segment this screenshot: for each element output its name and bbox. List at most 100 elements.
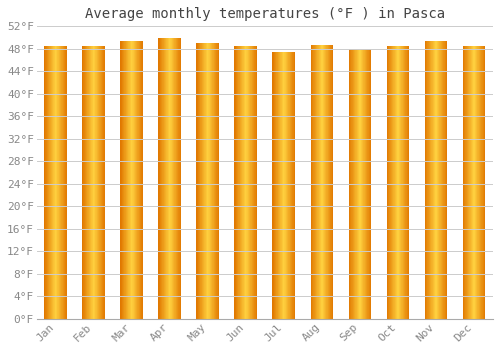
Bar <box>204 43 205 319</box>
Bar <box>166 37 167 319</box>
Bar <box>329 45 330 319</box>
Bar <box>429 41 430 319</box>
Bar <box>62 46 63 319</box>
Bar <box>401 46 402 319</box>
Bar <box>430 41 431 319</box>
Bar <box>54 46 55 319</box>
Bar <box>125 41 126 319</box>
Bar <box>472 46 473 319</box>
Bar <box>388 46 389 319</box>
Bar <box>243 46 244 319</box>
Bar <box>172 37 174 319</box>
Bar <box>290 51 291 319</box>
Bar <box>47 46 48 319</box>
Bar <box>393 46 394 319</box>
Bar <box>210 43 212 319</box>
Bar <box>61 46 62 319</box>
Bar <box>158 37 159 319</box>
Bar <box>45 46 46 319</box>
Bar <box>212 43 213 319</box>
Bar <box>323 45 324 319</box>
Bar <box>361 49 362 319</box>
Bar <box>89 46 90 319</box>
Bar <box>396 46 397 319</box>
Bar <box>436 41 437 319</box>
Bar <box>138 41 139 319</box>
Bar <box>315 45 316 319</box>
Bar <box>390 46 391 319</box>
Bar <box>168 37 170 319</box>
Bar <box>403 46 404 319</box>
Bar <box>484 46 485 319</box>
Bar <box>66 46 67 319</box>
Bar <box>273 51 274 319</box>
Bar <box>247 46 248 319</box>
Bar <box>332 45 333 319</box>
Bar <box>51 46 52 319</box>
Bar <box>52 46 53 319</box>
Bar <box>140 41 141 319</box>
Bar <box>464 46 465 319</box>
Bar <box>104 46 105 319</box>
Bar <box>432 41 433 319</box>
Bar <box>358 49 359 319</box>
Bar <box>239 46 240 319</box>
Bar <box>356 49 357 319</box>
Bar <box>426 41 427 319</box>
Bar <box>95 46 96 319</box>
Bar <box>177 37 178 319</box>
Bar <box>252 46 254 319</box>
Bar <box>355 49 356 319</box>
Bar <box>437 41 438 319</box>
Bar <box>366 49 367 319</box>
Bar <box>162 37 163 319</box>
Bar <box>216 43 217 319</box>
Bar <box>218 43 220 319</box>
Bar <box>354 49 355 319</box>
Bar <box>90 46 91 319</box>
Bar <box>333 45 334 319</box>
Bar <box>313 45 314 319</box>
Bar <box>389 46 390 319</box>
Bar <box>470 46 471 319</box>
Bar <box>435 41 436 319</box>
Bar <box>46 46 47 319</box>
Bar <box>328 45 329 319</box>
Bar <box>363 49 364 319</box>
Bar <box>208 43 209 319</box>
Bar <box>86 46 87 319</box>
Bar <box>280 51 281 319</box>
Title: Average monthly temperatures (°F ) in Pasca: Average monthly temperatures (°F ) in Pa… <box>85 7 445 21</box>
Bar <box>294 51 295 319</box>
Bar <box>399 46 400 319</box>
Bar <box>319 45 320 319</box>
Bar <box>88 46 89 319</box>
Bar <box>360 49 361 319</box>
Bar <box>322 45 323 319</box>
Bar <box>176 37 178 319</box>
Bar <box>120 41 121 319</box>
Bar <box>200 43 201 319</box>
Bar <box>283 51 284 319</box>
Bar <box>59 46 60 319</box>
Bar <box>256 46 258 319</box>
Bar <box>463 46 464 319</box>
Bar <box>321 45 322 319</box>
Bar <box>387 46 388 319</box>
Bar <box>132 41 133 319</box>
Bar <box>99 46 100 319</box>
Bar <box>85 46 86 319</box>
Bar <box>252 46 253 319</box>
Bar <box>83 46 84 319</box>
Bar <box>320 45 321 319</box>
Bar <box>198 43 199 319</box>
Bar <box>50 46 51 319</box>
Bar <box>122 41 124 319</box>
Bar <box>349 49 350 319</box>
Bar <box>468 46 469 319</box>
Bar <box>60 46 61 319</box>
Bar <box>368 49 369 319</box>
Bar <box>256 46 257 319</box>
Bar <box>438 41 439 319</box>
Bar <box>134 41 136 319</box>
